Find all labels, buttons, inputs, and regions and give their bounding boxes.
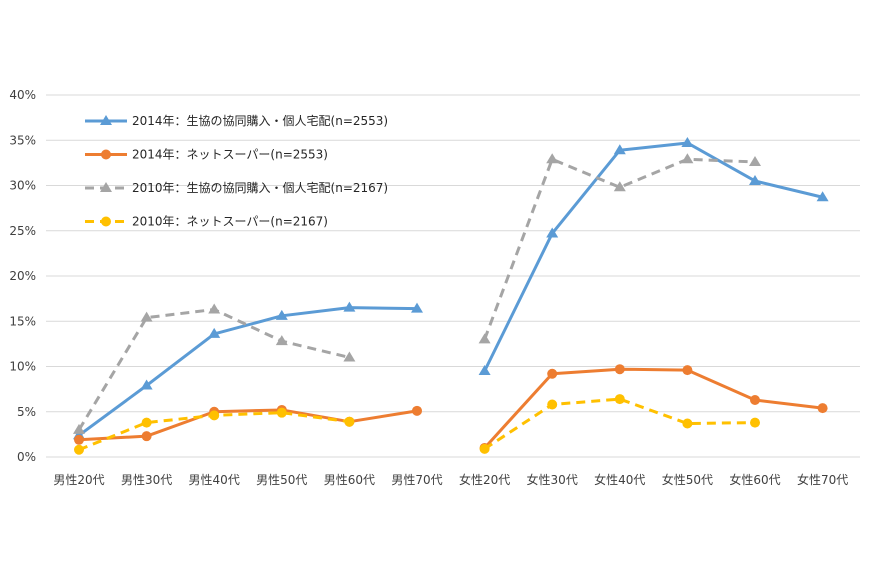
x-tick-label: 男性50代 — [256, 473, 307, 487]
x-tick-label: 女性70代 — [797, 472, 848, 487]
legend-item: 2014年：生協の協同購入・個人宅配(n=2553) — [85, 113, 388, 128]
series-2 — [74, 364, 828, 453]
series-line — [483, 141, 823, 372]
x-axis-ticks: 男性20代 男性30代 男性40代 男性50代 男性60代 男性70代 女性20代 女性30代… — [53, 472, 848, 487]
y-tick-label: 15% — [9, 314, 36, 328]
legend-marker — [100, 115, 112, 125]
x-tick-label: 女性60代 — [729, 472, 780, 487]
data-point — [613, 144, 626, 155]
legend-marker — [101, 216, 111, 227]
data-point — [613, 181, 626, 192]
data-point — [74, 444, 84, 455]
data-point — [749, 155, 761, 166]
data-point — [547, 368, 558, 379]
y-axis-ticks: 0% 5% 10% 15% 20% 25% 30% 35% 40% — [9, 88, 36, 464]
data-point — [209, 410, 220, 421]
data-point — [74, 434, 84, 445]
y-tick-label: 0% — [17, 450, 36, 464]
series-line — [483, 367, 823, 449]
series-1 — [73, 136, 829, 440]
legend-marker — [100, 182, 112, 192]
data-point — [140, 379, 153, 390]
x-tick-label: 男性20代 — [53, 473, 104, 487]
series-line — [483, 157, 756, 340]
series-line — [78, 408, 418, 442]
x-tick-label: 男性40代 — [189, 473, 240, 487]
data-point — [275, 309, 288, 320]
data-point — [73, 423, 85, 434]
data-point — [682, 365, 693, 376]
legend-item: 2014年：ネットスーパー(n=2553) — [85, 148, 328, 162]
x-tick-label: 女性30代 — [527, 472, 578, 487]
data-point — [817, 403, 828, 414]
data-point — [749, 174, 761, 185]
x-tick-label: 男性30代 — [121, 473, 172, 487]
data-point — [208, 327, 221, 338]
x-tick-label: 男性70代 — [391, 473, 442, 487]
data-point — [614, 394, 625, 405]
data-point — [681, 153, 694, 164]
gridlines — [46, 94, 860, 458]
series-3 — [73, 153, 761, 434]
legend-label: 2010年：生協の協同購入・個人宅配(n=2167) — [132, 180, 388, 195]
data-point — [478, 365, 491, 376]
series-4 — [74, 394, 760, 455]
y-tick-label: 10% — [9, 360, 36, 374]
data-point — [750, 417, 760, 428]
series-line — [483, 397, 756, 451]
data-point — [208, 303, 221, 314]
x-tick-label: 女性50代 — [662, 472, 713, 487]
data-point — [343, 351, 356, 362]
data-point — [276, 407, 287, 418]
data-point — [682, 418, 693, 429]
legend-item: 2010年：生協の協同購入・個人宅配(n=2167) — [85, 180, 388, 195]
data-point — [141, 417, 152, 428]
series-group — [73, 136, 829, 455]
y-tick-label: 25% — [9, 224, 36, 238]
legend-label: 2014年：ネットスーパー(n=2553) — [132, 148, 328, 162]
legend: 2014年：生協の協同購入・個人宅配(n=2553) 2014年：ネットスーパー(… — [85, 113, 388, 229]
data-point — [411, 302, 423, 313]
series-line — [78, 306, 418, 437]
data-point — [546, 227, 559, 238]
data-point — [141, 431, 152, 442]
data-point — [750, 394, 760, 405]
data-point — [412, 405, 422, 416]
data-point — [816, 191, 829, 202]
x-tick-label: 男性60代 — [324, 473, 375, 487]
legend-item: 2010年：ネットスーパー(n=2167) — [85, 215, 328, 229]
data-point — [681, 136, 694, 147]
y-tick-label: 5% — [17, 405, 36, 419]
y-tick-label: 35% — [9, 133, 36, 147]
data-point — [546, 153, 559, 164]
x-tick-label: 女性20代 — [459, 472, 510, 487]
data-point — [343, 301, 356, 312]
data-point — [547, 399, 558, 410]
y-tick-label: 40% — [9, 88, 36, 102]
x-tick-label: 女性40代 — [594, 472, 645, 487]
data-point — [614, 364, 625, 375]
data-point — [478, 333, 491, 344]
y-tick-label: 30% — [9, 179, 36, 193]
legend-label: 2014年：生協の協同購入・個人宅配(n=2553) — [132, 113, 388, 128]
legend-marker — [101, 149, 111, 160]
data-point — [275, 335, 288, 346]
y-tick-label: 20% — [9, 269, 36, 283]
legend-label: 2010年：ネットスーパー(n=2167) — [132, 215, 328, 229]
data-point — [140, 311, 153, 322]
data-point — [479, 443, 490, 454]
data-point — [344, 416, 355, 427]
